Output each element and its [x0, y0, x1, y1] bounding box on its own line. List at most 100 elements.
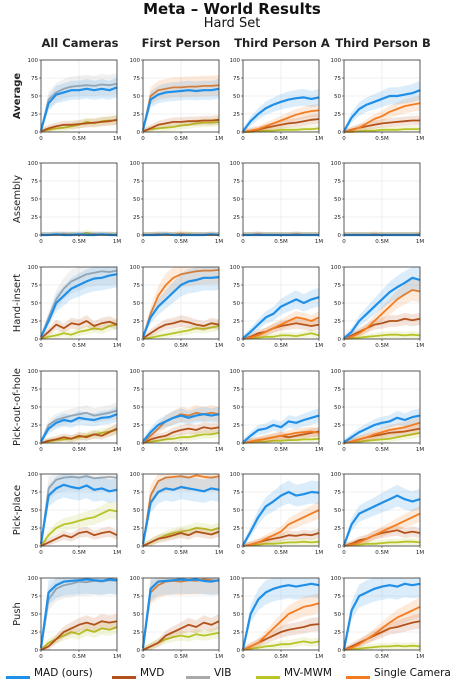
x-tick-label: 0.5M	[72, 239, 86, 245]
series-line-single	[242, 602, 320, 651]
series-line-mvd	[142, 530, 220, 547]
y-tick-label: 75	[334, 283, 341, 289]
series-line-mvd	[40, 118, 118, 133]
y-tick-label: 25	[133, 630, 140, 636]
y-tick-label: 100	[130, 58, 141, 64]
series-band-mvd	[143, 114, 219, 132]
x-tick-label: 0.5M	[174, 136, 188, 142]
x-tick-label: 0.5M	[72, 343, 86, 349]
x-tick-label: 1M	[113, 136, 121, 142]
series-band-mvd	[41, 526, 117, 546]
y-tick-label: 0	[35, 544, 39, 550]
series-band-mad	[243, 408, 319, 443]
x-tick-label: 1M	[113, 550, 121, 556]
x-tick-label: 1M	[416, 654, 424, 660]
x-tick-label: 0	[141, 654, 145, 660]
y-tick-label: 75	[31, 283, 38, 289]
series-band-single	[344, 597, 420, 650]
y-tick-label: 0	[35, 648, 39, 654]
y-tick-label: 0	[35, 130, 39, 136]
series-line-mvd	[142, 118, 220, 133]
series-band-mad	[344, 80, 420, 132]
x-tick-label: 0	[241, 239, 245, 245]
series-line-mad	[141, 578, 220, 648]
series-line-mvd	[40, 530, 118, 547]
column-title: Third Person B	[335, 36, 430, 50]
y-tick-label: 100	[331, 472, 342, 478]
series-band-mvmwm	[41, 501, 117, 546]
row-title: Average	[12, 73, 23, 120]
y-tick-label: 25	[31, 630, 38, 636]
y-tick-label: 100	[230, 161, 241, 167]
x-tick-label: 1M	[416, 550, 424, 556]
series-line-single	[242, 430, 320, 444]
series-line-mad	[342, 582, 421, 650]
series-band-single	[344, 95, 420, 132]
y-tick-label: 100	[331, 369, 342, 375]
series-band-single	[143, 267, 219, 339]
x-tick-label: 0	[241, 654, 245, 660]
x-tick-label: 0	[342, 447, 346, 453]
series-line-mvd	[142, 620, 220, 651]
series-line-mad	[40, 413, 118, 443]
series-line-mad	[39, 86, 118, 131]
series-line-single	[242, 316, 320, 340]
y-tick-label: 50	[133, 508, 140, 514]
x-tick-label: 0	[241, 550, 245, 556]
x-tick-label: 0	[39, 447, 43, 453]
y-tick-label: 100	[130, 161, 141, 167]
series-band-mad	[41, 578, 117, 650]
series-line-single	[142, 474, 220, 545]
y-tick-label: 0	[35, 337, 39, 343]
series-band-mvmwm	[41, 620, 117, 650]
y-tick-label: 75	[334, 490, 341, 496]
y-tick-label: 50	[31, 612, 38, 618]
series-band-mvmwm	[344, 428, 420, 443]
y-tick-label: 25	[133, 423, 140, 429]
y-tick-label: 75	[133, 76, 140, 82]
y-tick-label: 75	[233, 179, 240, 185]
y-tick-label: 25	[133, 319, 140, 325]
y-tick-label: 25	[334, 215, 341, 221]
y-tick-label: 50	[334, 508, 341, 514]
y-tick-label: 50	[133, 612, 140, 618]
y-tick-label: 100	[28, 369, 39, 375]
x-tick-label: 0.5M	[375, 654, 389, 660]
series-line-single	[343, 289, 421, 340]
series-line-mad	[41, 233, 117, 237]
series-line-mvmwm	[343, 432, 421, 444]
y-tick-label: 75	[133, 387, 140, 393]
x-tick-label: 0.5M	[274, 239, 288, 245]
series-band-single	[344, 416, 420, 443]
x-tick-label: 1M	[315, 654, 323, 660]
series-line-single	[343, 605, 421, 651]
x-tick-label: 0.5M	[375, 343, 389, 349]
legend-swatch-vib	[186, 676, 210, 679]
series-line-single	[343, 421, 421, 444]
series-band-mad	[143, 267, 219, 339]
x-tick-label: 1M	[113, 654, 121, 660]
series-line-mvmwm	[40, 323, 118, 340]
y-tick-label: 0	[137, 544, 141, 550]
legend-label-mvd: MVD	[140, 667, 165, 679]
y-tick-label: 25	[233, 423, 240, 429]
y-tick-label: 0	[237, 233, 241, 239]
x-tick-label: 0.5M	[375, 136, 389, 142]
series-band-mad	[243, 480, 319, 546]
y-tick-label: 75	[133, 179, 140, 185]
y-tick-label: 75	[133, 283, 140, 289]
x-tick-label: 0	[141, 136, 145, 142]
y-tick-label: 0	[35, 233, 39, 239]
series-band-mvd	[41, 315, 117, 339]
y-tick-label: 25	[334, 319, 341, 325]
y-tick-label: 100	[28, 265, 39, 271]
x-tick-label: 0	[241, 447, 245, 453]
y-tick-label: 0	[338, 648, 342, 654]
x-tick-label: 0	[141, 239, 145, 245]
y-tick-label: 75	[31, 594, 38, 600]
x-tick-label: 0	[342, 654, 346, 660]
x-tick-label: 1M	[113, 343, 121, 349]
y-tick-label: 50	[233, 94, 240, 100]
y-tick-label: 25	[233, 112, 240, 118]
y-tick-label: 25	[334, 526, 341, 532]
